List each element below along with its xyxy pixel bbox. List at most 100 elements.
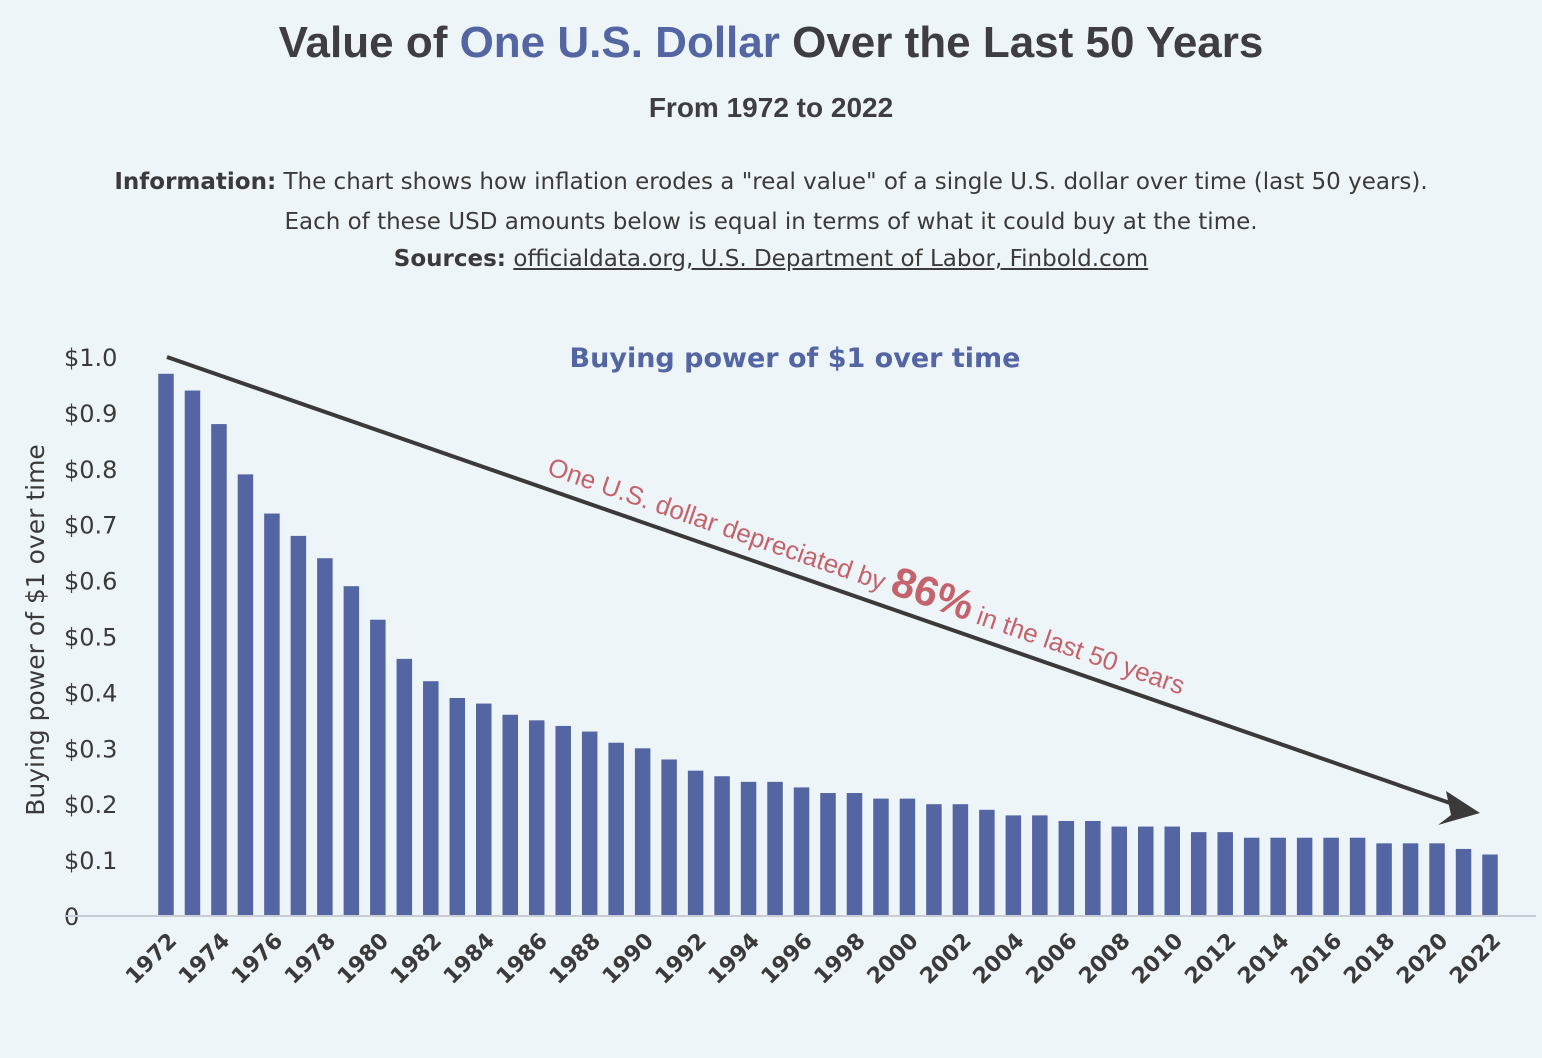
bar-2011	[1190, 832, 1207, 916]
bar-2006	[1058, 820, 1075, 916]
x-tick-label: 2008	[1075, 929, 1136, 990]
bar-1989	[608, 742, 624, 916]
bar-2003	[979, 809, 995, 916]
trend-arrow-head	[1438, 791, 1480, 825]
bar-2002	[952, 804, 969, 916]
bar-1982	[423, 681, 439, 916]
x-tick-label: 1980	[333, 929, 394, 990]
annotation-post: in the last 50 years	[966, 598, 1189, 700]
page-subtitle: From 1972 to 2022	[648, 92, 894, 123]
bar-2014	[1270, 837, 1286, 916]
bar-1999	[873, 798, 889, 916]
y-tick-label: $0.6	[64, 568, 117, 596]
bar-1991	[661, 759, 677, 916]
x-tick-label: 1986	[492, 929, 553, 990]
bar-1993	[714, 776, 730, 916]
bar-1978	[317, 558, 333, 916]
x-tick-label: 1984	[439, 929, 500, 990]
y-tick-label: $0.4	[64, 679, 117, 707]
bar-1980	[370, 619, 386, 916]
x-tick-label: 2006	[1022, 929, 1083, 990]
trend-arrow	[166, 355, 1480, 825]
bar-1986	[528, 720, 545, 916]
trend-arrow-line	[166, 355, 1451, 805]
bar-2001	[926, 804, 942, 916]
y-tick-label: $0.3	[64, 735, 117, 763]
x-tick-label: 2020	[1392, 929, 1453, 990]
bar-1995	[767, 781, 783, 916]
bar-1976	[264, 513, 280, 916]
bar-2020	[1429, 843, 1445, 916]
bar-1996	[793, 787, 810, 916]
y-tick-label: $1.0	[64, 344, 117, 372]
title-highlight: One U.S. Dollar	[459, 18, 780, 67]
bar-2008	[1111, 826, 1128, 916]
bar-2007	[1085, 820, 1101, 916]
x-tick-label: 2018	[1339, 929, 1400, 990]
y-tick-label: $0.1	[64, 847, 117, 875]
y-tick-label: $0.8	[64, 456, 117, 484]
x-tick-label: 1996	[757, 929, 818, 990]
bars	[158, 373, 1498, 916]
bar-1973	[184, 390, 201, 916]
bar-1975	[237, 474, 254, 916]
x-tick-label: 1990	[598, 929, 659, 990]
bar-1981	[396, 658, 413, 916]
bar-2017	[1349, 837, 1366, 916]
bar-2009	[1138, 826, 1154, 916]
bar-1979	[343, 586, 360, 916]
page-title: Value of One U.S. Dollar Over the Last 5…	[0, 18, 1542, 68]
y-axis: 0$0.1$0.2$0.3$0.4$0.5$0.6$0.7$0.8$0.9$1.…	[64, 344, 117, 931]
x-tick-label: 1998	[810, 929, 871, 990]
x-tick-label: 2014	[1233, 929, 1294, 990]
bar-1985	[502, 714, 518, 916]
info-paragraph: Information: The chart shows how inflati…	[95, 162, 1447, 242]
sources-label: Sources:	[393, 246, 506, 272]
x-tick-label: 2012	[1180, 929, 1241, 990]
bar-1974	[211, 424, 227, 916]
x-tick-label: 1982	[386, 929, 447, 990]
y-axis-title: Buying power of $1 over time	[21, 444, 50, 816]
bar-2005	[1032, 815, 1048, 916]
bar-2000	[899, 798, 916, 916]
bar-2022	[1482, 854, 1498, 916]
bar-2010	[1164, 826, 1180, 916]
x-tick-label: 1988	[545, 929, 606, 990]
bar-2018	[1376, 843, 1392, 916]
info-label: Information:	[114, 169, 277, 195]
annotation-pre: One U.S. dollar depreciated by	[544, 451, 897, 598]
bar-2015	[1296, 837, 1313, 916]
bar-1998	[846, 793, 863, 916]
bar-2013	[1243, 837, 1260, 916]
title-pre: Value of	[278, 18, 460, 67]
bar-2016	[1323, 837, 1339, 916]
depreciation-annotation: One U.S. dollar depreciated by 86% in th…	[543, 438, 1193, 703]
bar-2019	[1402, 843, 1419, 916]
bar-1992	[687, 770, 704, 916]
x-tick-label: 1994	[704, 929, 765, 990]
info-text: The chart shows how inflation erodes a "…	[276, 169, 1428, 235]
x-tick-label: 2016	[1286, 929, 1347, 990]
bar-1997	[820, 793, 836, 916]
x-tick-label: 2022	[1445, 929, 1506, 990]
x-tick-label: 1978	[280, 929, 341, 990]
x-tick-label: 1974	[174, 929, 235, 990]
x-tick-label: 2000	[863, 929, 924, 990]
bar-1987	[555, 725, 571, 916]
sources-link[interactable]: officialdata.org, U.S. Department of Lab…	[513, 246, 1149, 272]
bar-1990	[634, 748, 651, 916]
chart-title: Buying power of $1 over time	[570, 343, 1021, 374]
x-tick-label: 2004	[969, 929, 1030, 990]
y-tick-label: $0.2	[64, 791, 117, 819]
x-axis: 1972197419761978198019821984198619881990…	[121, 929, 1506, 990]
bar-1984	[476, 703, 492, 916]
x-tick-label: 1976	[227, 929, 288, 990]
x-tick-label: 1972	[121, 929, 182, 990]
bar-1994	[740, 781, 757, 916]
bar-1988	[581, 731, 598, 916]
annotation-percent: 86%	[886, 557, 981, 629]
bar-2004	[1005, 815, 1022, 916]
x-tick-label: 2002	[916, 929, 977, 990]
bar-2012	[1217, 832, 1233, 916]
